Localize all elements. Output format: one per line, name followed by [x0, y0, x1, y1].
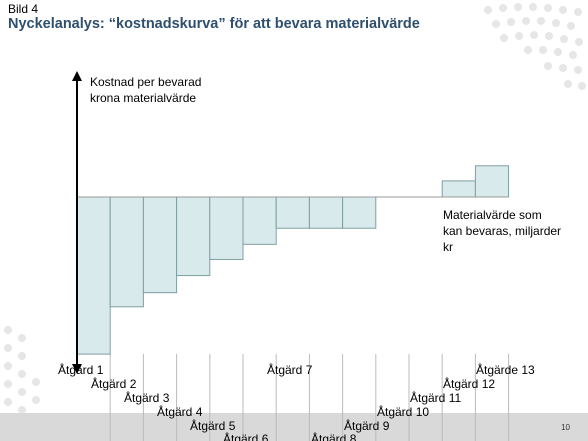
- bar-12: [441, 180, 476, 198]
- bar-7: [275, 196, 310, 229]
- y-axis-label-line-1: Kostnad per bevarad: [90, 75, 201, 89]
- bar-13: [474, 165, 510, 198]
- bar-9: [342, 196, 377, 229]
- category-label-1: Åtgärd 1: [58, 362, 104, 377]
- bar-5: [209, 196, 244, 260]
- bar-4: [176, 196, 211, 277]
- bars-group: [76, 165, 510, 355]
- category-label-4: Åtgärd 4: [157, 404, 203, 419]
- y-axis-label-line-2: krona materialvärde: [90, 91, 196, 105]
- category-label-8: Åtgärd 8: [311, 431, 357, 441]
- category-label-6: Åtgärd 6: [223, 431, 269, 441]
- category-label-7: Åtgärd 7: [267, 362, 313, 377]
- x-axis-label-line-1: Materialvärde som: [443, 208, 542, 222]
- page-number: 10: [561, 423, 570, 432]
- bar-1: [76, 196, 111, 355]
- y-axis-label: Kostnad per bevarad krona materialvärde: [90, 75, 201, 105]
- category-label-9: Åtgärd 9: [344, 418, 390, 433]
- category-label-5: Åtgärd 5: [190, 418, 236, 433]
- slide-title: Nyckelanalys: “kostnadskurva” för att be…: [8, 16, 420, 32]
- x-axis-label-line-3: kr: [443, 240, 453, 254]
- bar-6: [242, 196, 277, 245]
- decorative-dot-pattern-left: [4, 326, 40, 414]
- category-label-10: Åtgärd 10: [377, 404, 429, 419]
- y-axis-arrowhead-up: [72, 71, 82, 81]
- bar-2: [109, 196, 144, 308]
- bar-8: [308, 196, 344, 229]
- footer-bar: [0, 413, 588, 441]
- category-label-12: Åtgärd 12: [443, 376, 495, 391]
- category-label-13: Åtgärde 13: [476, 362, 535, 377]
- category-tick-lines: [109, 354, 510, 441]
- category-label-3: Åtgärd 3: [124, 390, 170, 405]
- x-axis-label: Materialvärde som kan bevaras, miljarder k…: [443, 208, 561, 254]
- slide-label: Bild 4: [8, 2, 39, 16]
- category-label-2: Åtgärd 2: [91, 376, 137, 391]
- y-axis-arrowhead-down: [72, 364, 82, 374]
- category-label-11: Åtgärd 11: [410, 390, 461, 405]
- x-axis-label-line-2: kan bevaras, miljarder: [443, 224, 561, 238]
- decorative-dot-pattern: [484, 3, 586, 90]
- bar-3: [142, 196, 178, 294]
